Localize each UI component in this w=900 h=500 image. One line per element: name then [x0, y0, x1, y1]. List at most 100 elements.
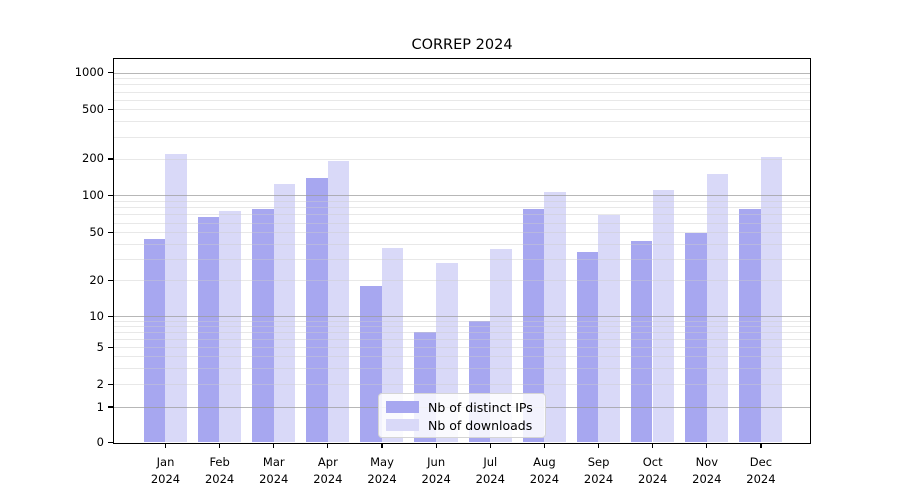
gridline-minor [114, 280, 810, 282]
chart-title: CORREP 2024 [411, 37, 513, 53]
gridline-major [114, 72, 810, 74]
gridline-minor [114, 222, 810, 224]
bar-distinct-ips [197, 216, 220, 442]
x-tick-mark [327, 443, 329, 448]
gridline-minor [114, 356, 810, 357]
x-tick-mark [489, 443, 491, 448]
y-tick-mark [108, 441, 113, 443]
gridline-minor [114, 346, 810, 348]
legend-swatch-distinct-ips [386, 401, 419, 413]
y-tick-label: 1 [96, 399, 104, 414]
y-tick-label: 5 [96, 339, 104, 354]
y-tick-mark [108, 194, 113, 197]
gridline-minor [114, 84, 810, 86]
gridline-minor [114, 258, 810, 260]
legend-label-distinct-ips: Nb of distinct IPs [428, 399, 533, 415]
y-tick-mark [108, 279, 113, 281]
x-tick-mark [435, 443, 437, 448]
y-tick-label: 1000 [74, 65, 104, 80]
x-tick-label: Jul 2024 [475, 455, 505, 486]
x-tick-mark [219, 443, 221, 448]
gridline-minor [114, 91, 810, 93]
gridline-minor [114, 201, 810, 202]
bar-distinct-ips [252, 209, 274, 442]
x-tick-label: Nov 2024 [692, 455, 722, 486]
x-tick-label: Apr 2024 [313, 455, 343, 486]
gridline-minor [114, 232, 810, 234]
y-tick-mark [108, 315, 113, 317]
x-tick-label: May 2024 [367, 455, 397, 486]
y-tick-label: 2 [96, 376, 104, 391]
x-tick-mark [652, 443, 654, 448]
bar-distinct-ips [685, 233, 707, 442]
x-tick-label: Oct 2024 [638, 455, 668, 486]
y-tick-label: 50 [89, 224, 104, 239]
bar-downloads [706, 173, 729, 442]
gridline-minor [114, 121, 810, 123]
y-tick-mark [108, 346, 113, 348]
x-tick-mark [543, 443, 545, 448]
y-tick-label: 20 [89, 272, 104, 287]
gridline-minor [114, 326, 810, 327]
y-tick-label: 10 [89, 308, 104, 323]
y-tick-label: 200 [82, 151, 104, 166]
y-tick-label: 100 [82, 188, 104, 203]
x-tick-mark [760, 443, 762, 448]
x-tick-label: Jan 2024 [150, 455, 181, 486]
y-tick-mark [108, 406, 113, 408]
gridline-minor [114, 78, 810, 80]
y-tick-mark [108, 231, 113, 234]
gridline-minor [114, 331, 810, 333]
gridline-minor [114, 214, 810, 216]
gridline-minor [114, 136, 810, 138]
bar-downloads [327, 160, 350, 442]
gridline-minor [114, 367, 810, 369]
legend-swatch-downloads [386, 419, 419, 431]
y-tick-label: 500 [82, 101, 104, 116]
bar-distinct-ips [576, 252, 599, 442]
legend-entry-downloads: Nb of downloads [386, 417, 537, 433]
gridline-minor [114, 320, 810, 322]
plot-inner [114, 59, 810, 443]
bar-distinct-ips [630, 241, 653, 442]
x-tick-mark [706, 443, 708, 448]
y-tick-mark [108, 158, 113, 160]
bar-downloads [760, 157, 783, 442]
bar-downloads [273, 184, 296, 442]
legend-label-downloads: Nb of downloads [428, 417, 533, 433]
y-tick-mark [108, 383, 113, 385]
bar-distinct-ips [306, 178, 328, 442]
x-tick-label: Feb 2024 [204, 455, 235, 486]
gridline-minor [114, 384, 810, 386]
gridline-minor [114, 109, 810, 111]
gridline-minor [114, 158, 810, 160]
x-tick-mark [164, 443, 167, 448]
bar-downloads [598, 215, 620, 442]
x-tick-label: Aug 2024 [529, 455, 560, 486]
x-tick-mark [381, 443, 383, 448]
gridline-major [114, 316, 810, 318]
legend-entry-distinct-ips: Nb of distinct IPs [386, 399, 537, 415]
y-tick-label: 0 [96, 434, 104, 449]
plot-area [113, 58, 811, 444]
gridline-minor [114, 243, 810, 245]
x-tick-mark [273, 443, 275, 448]
y-tick-mark [108, 108, 113, 110]
bar-distinct-ips [360, 285, 382, 442]
x-tick-mark [597, 443, 600, 448]
bar-distinct-ips [522, 208, 545, 442]
bar-downloads [165, 153, 187, 442]
x-tick-label: Sep 2024 [583, 455, 614, 486]
gridline-minor [114, 338, 810, 340]
gridline-major [114, 195, 810, 197]
x-tick-label: Jun 2024 [421, 455, 451, 486]
legend: Nb of distinct IPs Nb of downloads [378, 393, 546, 438]
gridline-minor [114, 207, 810, 209]
gridline-minor [114, 99, 810, 101]
bar-downloads [219, 210, 241, 442]
bar-distinct-ips [739, 209, 761, 442]
y-tick-mark [108, 72, 113, 74]
x-tick-label: Mar 2024 [259, 455, 289, 486]
bar-distinct-ips [143, 238, 166, 442]
